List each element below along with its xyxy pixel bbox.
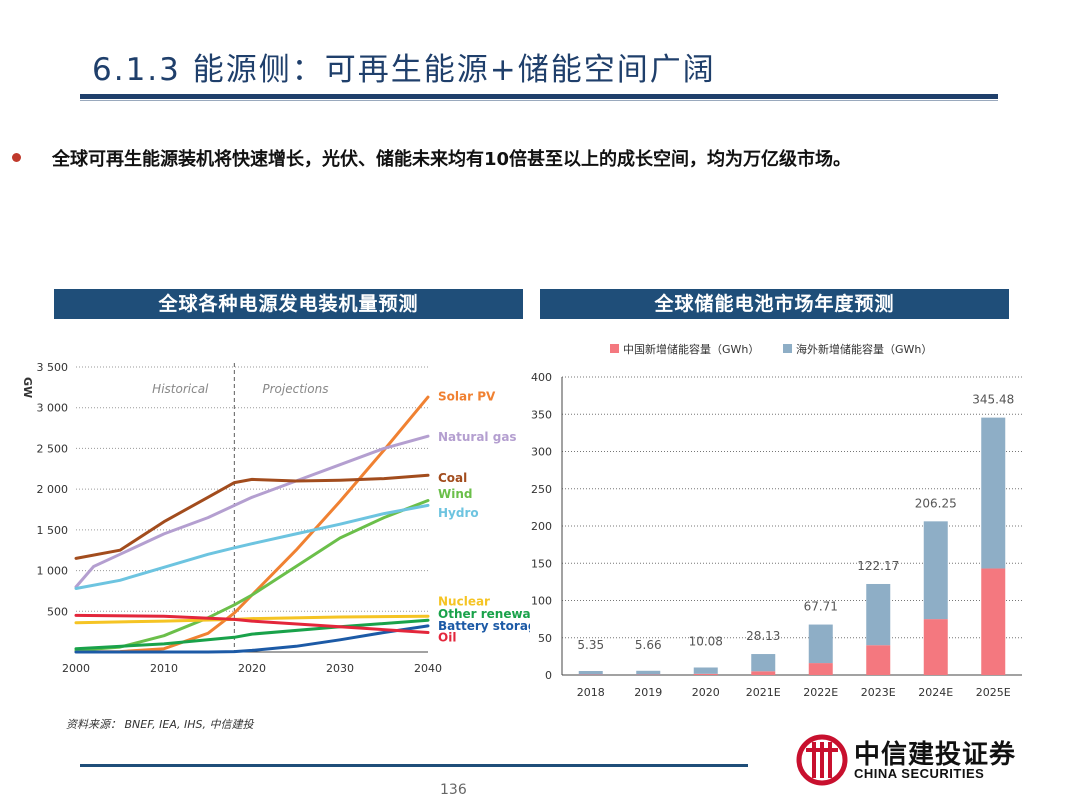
x-tick-label: 2019: [634, 686, 662, 699]
legend-label: 中国新增储能容量（GWh）: [623, 342, 759, 356]
bar-china: [693, 673, 718, 675]
series-label: Other renewab: [438, 607, 530, 621]
bar-overseas: [866, 583, 891, 646]
series-label: Natural gas: [438, 430, 517, 444]
total-label: 122.17: [857, 559, 899, 573]
bar-overseas: [636, 670, 661, 675]
right-chart-title: 全球储能电池市场年度预测: [540, 289, 1009, 319]
y-tick-label: 200: [531, 520, 552, 533]
y-tick-label: 0: [545, 669, 552, 682]
total-label: 5.35: [577, 638, 604, 652]
series-line-solar-pv: [74, 395, 430, 654]
bar-overseas: [578, 671, 603, 675]
logo-en-text: CHINA SECURITIES: [854, 766, 985, 781]
y-tick-label: 500: [47, 605, 68, 618]
series-label: Nuclear: [438, 595, 490, 609]
y-tick-label: 400: [531, 371, 552, 384]
bar-overseas: [808, 624, 833, 664]
legend-label: 海外新增储能容量（GWh）: [796, 342, 932, 356]
footer-rule: [80, 764, 748, 767]
series-label: Wind: [438, 487, 472, 501]
source-note: 资料来源： BNEF, IEA, IHS, 中信建投: [66, 718, 254, 731]
series-label: Oil: [438, 631, 456, 645]
storage-market-bar-chart: 中国新增储能容量（GWh） 海外新增储能容量（GWh） 0 50 100 150 200 25…: [531, 342, 1022, 699]
historical-label: Historical: [152, 382, 209, 396]
bar-overseas: [693, 667, 718, 674]
bar-china: [808, 663, 833, 675]
series-label: Coal: [438, 471, 467, 485]
total-label: 10.08: [689, 634, 723, 648]
total-label: 67.71: [804, 600, 838, 614]
total-label: 5.66: [635, 638, 662, 652]
bar-china: [981, 568, 1006, 675]
bar-china: [751, 671, 776, 675]
series-label: Battery storage: [438, 619, 530, 633]
series-line-natural-gas: [74, 434, 430, 589]
x-tick-label: 2025E: [976, 686, 1011, 699]
series-line-oil: [74, 613, 430, 634]
x-tick-label: 2022E: [803, 686, 838, 699]
bullet-dot-icon: [12, 153, 21, 162]
y-axis-label: GW: [21, 377, 34, 398]
y-tick-label: 2 500: [37, 442, 69, 455]
x-tick-label: 2023E: [861, 686, 896, 699]
projections-label: Projections: [262, 382, 328, 396]
y-tick-label: 1 000: [37, 565, 69, 578]
bar-china: [923, 619, 948, 675]
series-line-hydro: [74, 503, 430, 590]
y-tick-label: 3 500: [37, 361, 69, 374]
company-logo: 中信建投证券 CHINA SECURITIES: [796, 734, 1026, 786]
series-line-other-renewab: [74, 618, 430, 651]
x-tick-label: 2020: [238, 662, 266, 675]
left-chart-title: 全球各种电源发电装机量预测: [54, 289, 523, 319]
logo-cn-text: 中信建投证券: [854, 740, 1017, 770]
capacity-forecast-line-chart: 500 1 000 1 500 2 000 2 500 3 000 3 500 2000 201…: [21, 361, 530, 675]
legend-swatch: [783, 344, 792, 353]
series-label: Solar PV: [438, 390, 496, 404]
series-line-coal: [74, 473, 430, 560]
y-tick-label: 300: [531, 446, 552, 459]
legend-swatch: [610, 344, 619, 353]
bar-china: [866, 645, 891, 675]
title-underline-thin: [80, 100, 998, 101]
page-title: 6.1.3 能源侧：可再生能源+储能空间广阔: [92, 52, 716, 88]
bar-overseas: [923, 521, 948, 620]
total-label: 206.25: [915, 496, 957, 510]
y-tick-label: 350: [531, 408, 552, 421]
bullet-text: 全球可再生能源装机将快速增长，光伏、储能未来均有10倍甚至以上的成长空间，均为万…: [52, 149, 852, 170]
total-label: 345.48: [972, 393, 1014, 407]
x-tick-label: 2021E: [746, 686, 781, 699]
y-tick-label: 3 000: [37, 402, 69, 415]
page-number: 136: [440, 782, 467, 798]
x-tick-label: 2024E: [918, 686, 953, 699]
x-tick-label: 2018: [577, 686, 605, 699]
series-line-battery-storage: [74, 624, 430, 654]
y-tick-label: 150: [531, 557, 552, 570]
bar-overseas: [751, 654, 776, 672]
x-tick-label: 2000: [62, 662, 90, 675]
citic-logo-icon: [796, 734, 848, 786]
title-underline: [80, 94, 998, 99]
series-line-wind: [74, 499, 430, 652]
y-tick-label: 2 000: [37, 483, 69, 496]
total-label: 28.13: [746, 629, 780, 643]
x-tick-label: 2020: [692, 686, 720, 699]
bar-overseas: [981, 417, 1006, 569]
x-tick-label: 2040: [414, 662, 442, 675]
y-tick-label: 250: [531, 483, 552, 496]
y-tick-label: 100: [531, 595, 552, 608]
y-tick-label: 1 500: [37, 524, 69, 537]
y-tick-label: 50: [538, 632, 552, 645]
x-tick-label: 2030: [326, 662, 354, 675]
x-tick-label: 2010: [150, 662, 178, 675]
series-label: Hydro: [438, 506, 479, 520]
